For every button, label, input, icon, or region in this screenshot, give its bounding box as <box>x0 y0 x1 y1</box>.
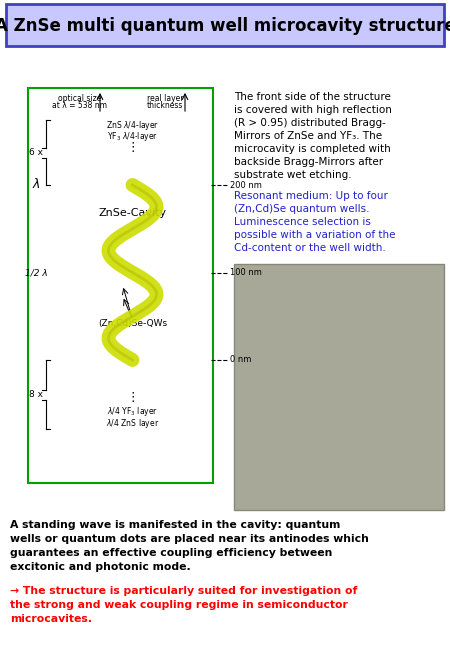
Text: 1/2 λ: 1/2 λ <box>25 268 47 277</box>
Bar <box>55 405 210 417</box>
Bar <box>28 88 213 483</box>
Text: 100 nm: 100 nm <box>230 268 262 277</box>
Bar <box>55 131 210 142</box>
Text: at λ = 538 nm: at λ = 538 nm <box>53 101 108 110</box>
Text: → The structure is particularly suited for investigation of: → The structure is particularly suited f… <box>10 586 357 596</box>
Bar <box>55 185 210 360</box>
Bar <box>55 384 210 392</box>
Text: thickness: thickness <box>147 101 183 110</box>
Text: microcavity is completed with: microcavity is completed with <box>234 144 391 154</box>
Text: YF$_3$ $\lambda$/4-layer: YF$_3$ $\lambda$/4-layer <box>107 130 158 143</box>
Bar <box>55 268 210 274</box>
Text: ZnS $\lambda$/4-layer: ZnS $\lambda$/4-layer <box>106 119 159 132</box>
Bar <box>55 169 210 177</box>
Bar <box>55 120 210 131</box>
Text: Luminescence selection is: Luminescence selection is <box>234 217 371 227</box>
Text: optical size: optical size <box>58 94 102 103</box>
Bar <box>55 161 210 169</box>
Text: Cd-content or the well width.: Cd-content or the well width. <box>234 243 386 253</box>
Text: possible with a variation of the: possible with a variation of the <box>234 230 396 240</box>
Text: real layer: real layer <box>147 94 183 103</box>
Bar <box>55 177 210 185</box>
Bar <box>55 185 210 194</box>
Text: A standing wave is manifested in the cavity: quantum: A standing wave is manifested in the cav… <box>10 520 340 530</box>
Text: the strong and weak coupling regime in semiconductor: the strong and weak coupling regime in s… <box>10 600 348 610</box>
Text: Resonant medium: Up to four: Resonant medium: Up to four <box>234 191 388 201</box>
Text: 8 x: 8 x <box>29 390 43 399</box>
Text: ⋮: ⋮ <box>126 391 139 404</box>
Bar <box>55 301 210 307</box>
Text: (R > 0.95) distributed Bragg-: (R > 0.95) distributed Bragg- <box>234 118 386 128</box>
Text: ZnSe-Cavity: ZnSe-Cavity <box>99 208 166 218</box>
Text: 0 nm: 0 nm <box>230 356 252 365</box>
Bar <box>234 264 444 510</box>
Text: $\lambda$/4 ZnS layer: $\lambda$/4 ZnS layer <box>106 417 159 430</box>
Text: Mirrors of ZnSe and YF₃. The: Mirrors of ZnSe and YF₃. The <box>234 131 382 141</box>
Text: guarantees an effective coupling efficiency between: guarantees an effective coupling efficie… <box>10 548 333 558</box>
Text: (Zn,Cd)Se quantum wells.: (Zn,Cd)Se quantum wells. <box>234 204 369 214</box>
Text: The front side of the structure: The front side of the structure <box>234 92 391 102</box>
Bar <box>55 290 210 296</box>
Bar <box>55 279 210 285</box>
Text: excitonic and photonic mode.: excitonic and photonic mode. <box>10 562 191 572</box>
Text: 200 nm: 200 nm <box>230 181 262 190</box>
Text: wells or quantum dots are placed near its antinodes which: wells or quantum dots are placed near it… <box>10 534 369 544</box>
Bar <box>55 360 210 368</box>
Text: (Zn,Cd)Se-QWs: (Zn,Cd)Se-QWs <box>98 319 167 328</box>
Text: $\lambda$/4 YF$_3$ layer: $\lambda$/4 YF$_3$ layer <box>107 404 158 417</box>
Text: is covered with high reflection: is covered with high reflection <box>234 105 392 115</box>
Text: microcavites.: microcavites. <box>10 614 92 624</box>
Bar <box>55 153 210 161</box>
Text: backside Bragg-Mirrors after: backside Bragg-Mirrors after <box>234 157 383 167</box>
Text: A ZnSe multi quantum well microcavity structure: A ZnSe multi quantum well microcavity st… <box>0 17 450 35</box>
Text: λ: λ <box>32 179 40 192</box>
Bar <box>55 417 210 429</box>
Text: substrate wet etching.: substrate wet etching. <box>234 170 351 180</box>
Bar <box>55 368 210 376</box>
Bar <box>6 4 444 46</box>
Bar <box>55 376 210 384</box>
Bar <box>55 351 210 360</box>
Text: 6 x: 6 x <box>29 148 43 157</box>
Text: ⋮: ⋮ <box>126 140 139 153</box>
